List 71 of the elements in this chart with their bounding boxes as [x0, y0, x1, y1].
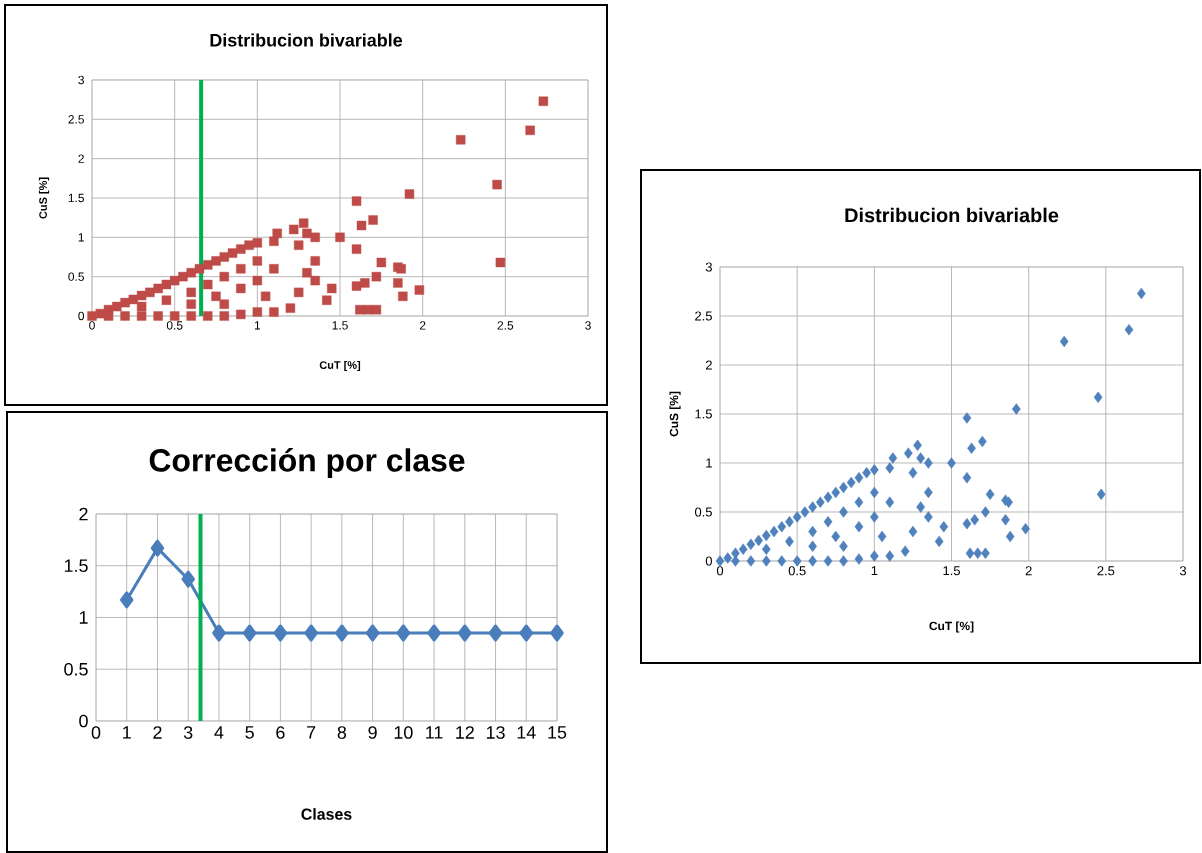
x-tick-label: 15 [548, 726, 567, 739]
y-tick-label: 1.5 [695, 409, 712, 419]
point [181, 570, 195, 588]
point [304, 624, 318, 642]
y-tick-label: 1.5 [68, 193, 84, 203]
x-tick-label: 1.5 [943, 566, 960, 576]
y-axis-title: CuS [%] [669, 391, 681, 437]
chart-title: Corrección por clase [149, 447, 465, 478]
x-axis-title: CuT [%] [929, 621, 974, 633]
point [365, 624, 380, 642]
y-tick-label: 1 [706, 458, 712, 468]
x-tick-label: 6 [276, 726, 285, 739]
x-tick-label: 2 [1025, 566, 1032, 576]
y-tick-label: 3 [705, 262, 712, 272]
x-tick-label: 1 [871, 566, 878, 576]
x-tick-label: 0 [716, 566, 724, 576]
x-tick-label: 14 [517, 726, 536, 739]
x-tick-label: 0 [89, 321, 95, 330]
x-tick-label: 3 [585, 321, 591, 330]
x-tick-label: 13 [486, 726, 505, 739]
x-tick-label: 2 [153, 726, 162, 739]
y-tick-label: 0.5 [694, 507, 712, 517]
x-tick-label: 0.5 [166, 321, 183, 330]
x-tick-label: 8 [337, 726, 347, 739]
point [396, 624, 411, 642]
x-tick-label: 3 [1179, 566, 1187, 576]
x-axis-title: Clases [301, 808, 352, 820]
y-tick-label: 1 [78, 233, 84, 242]
x-tick-label: 4 [214, 726, 224, 739]
x-tick-label: 12 [456, 726, 474, 739]
y-tick-label: 2 [705, 360, 712, 370]
x-tick-label: 2 [419, 321, 426, 330]
x-tick-label: 10 [394, 726, 413, 739]
x-tick-label: 2.5 [1097, 566, 1115, 576]
point [427, 624, 441, 642]
x-tick-label: 3 [183, 726, 193, 739]
y-tick-label: 0.5 [68, 272, 84, 281]
x-tick-label: 11 [426, 726, 443, 739]
point [550, 624, 564, 642]
x-tick-label: 5 [245, 726, 254, 739]
x-axis-title: CuT [%] [319, 360, 361, 372]
chart-title: Distribucion bivariable [845, 207, 1059, 223]
point [488, 624, 503, 642]
x-tick-label: 0.5 [788, 566, 806, 576]
point [335, 624, 349, 642]
chart-title: Distribucion bivariable [210, 33, 403, 47]
x-tick-label: 0 [91, 726, 101, 739]
x-tick-label: 9 [368, 726, 377, 739]
point [242, 624, 257, 642]
point [150, 539, 165, 557]
y-tick-label: 0.5 [64, 662, 88, 676]
point [119, 591, 134, 609]
x-tick-label: 7 [307, 726, 316, 739]
y-tick-label: 3 [78, 75, 84, 85]
y-tick-label: 0 [78, 311, 85, 321]
y-tick-label: 0 [79, 714, 88, 728]
y-tick-label: 1 [79, 611, 88, 624]
y-tick-label: 0 [705, 556, 712, 566]
y-tick-label: 2.5 [695, 311, 712, 321]
point [519, 624, 534, 642]
x-tick-label: 1 [123, 726, 131, 739]
y-tick-label: 2 [79, 507, 88, 521]
point [273, 624, 288, 642]
y-axis-title: CuS [%] [38, 177, 50, 219]
point [458, 624, 472, 642]
x-tick-label: 2.5 [497, 321, 514, 330]
y-tick-label: 2 [78, 154, 84, 163]
y-tick-label: 2.5 [68, 115, 84, 124]
x-tick-label: 1 [254, 321, 261, 330]
point [212, 624, 226, 642]
x-tick-label: 1.5 [332, 321, 348, 330]
